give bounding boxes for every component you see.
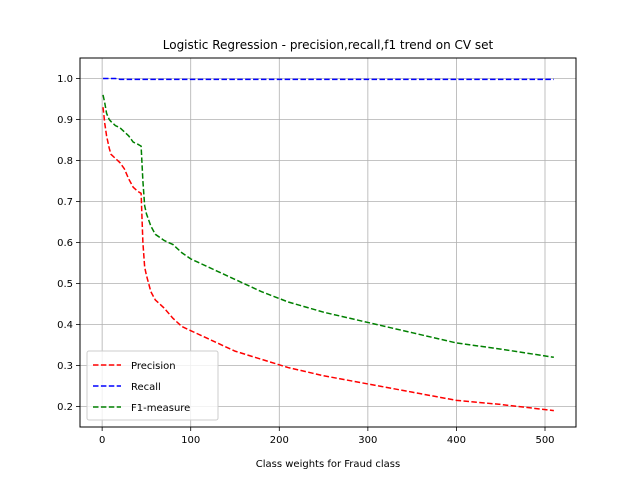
x-tick-label: 100: [181, 435, 200, 446]
x-tick-label: 200: [270, 435, 289, 446]
y-tick-label: 0.4: [57, 320, 73, 331]
x-axis-title: Class weights for Fraud class: [256, 459, 400, 470]
legend-label-precision: Precision: [131, 361, 176, 372]
y-tick-label: 0.9: [57, 115, 73, 126]
legend: Precision Recall F1-measure: [86, 350, 219, 421]
y-tick-label: 0.5: [57, 279, 73, 290]
y-tick-label: 0.8: [57, 156, 73, 167]
series-line-recall: [103, 77, 554, 81]
legend-box: [86, 350, 219, 421]
y-tick-label: 0.3: [57, 361, 73, 372]
y-tick-label: 0.6: [57, 238, 73, 249]
y-tick-label: 0.2: [57, 402, 73, 413]
series-layer: [102, 77, 554, 412]
chart-title: Logistic Regression - precision,recall,f…: [163, 38, 494, 52]
axis-ticks: 0 100 200 300 400 500 0.2 0.3 0.4 0.5 0.6 0.7 0.8 0.9…: [57, 74, 554, 446]
y-tick-label: 1.0: [57, 74, 73, 85]
y-tick-label: 0.7: [57, 197, 73, 208]
legend-items: Precision Recall F1-measure: [93, 361, 190, 414]
legend-label-f1-measure: F1-measure: [131, 403, 190, 414]
legend-label-recall: Recall: [131, 382, 161, 393]
x-tick-label: 400: [447, 435, 466, 446]
series-line-f1-measure: [102, 94, 554, 359]
x-tick-label: 0: [99, 435, 105, 446]
x-tick-label: 300: [358, 435, 377, 446]
x-tick-label: 500: [535, 435, 554, 446]
